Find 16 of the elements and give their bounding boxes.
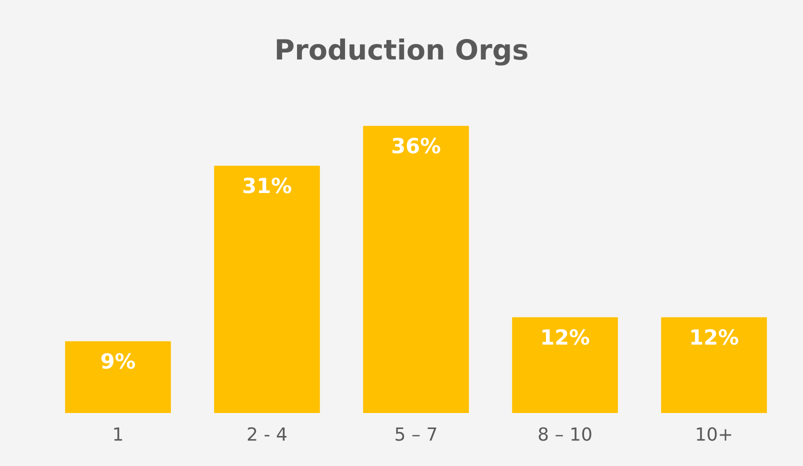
data-label: 36% [392, 138, 440, 154]
data-label: 12% [691, 329, 738, 345]
x-tick-label: 8 – 10 [538, 427, 592, 441]
data-label: 9% [101, 353, 136, 369]
data-label: 12% [542, 329, 590, 345]
bar [214, 166, 320, 413]
bar [363, 126, 469, 413]
x-tick-label: 1 [114, 427, 122, 441]
chart-title: Production Orgs [276, 38, 528, 66]
bar [661, 317, 767, 413]
x-tick-label: 10+ [696, 427, 732, 441]
bar [65, 341, 171, 413]
data-label: 31% [243, 178, 292, 194]
x-tick-label: 2 - 4 [248, 427, 286, 441]
bar [512, 317, 618, 413]
x-tick-label: 5 – 7 [396, 427, 436, 441]
